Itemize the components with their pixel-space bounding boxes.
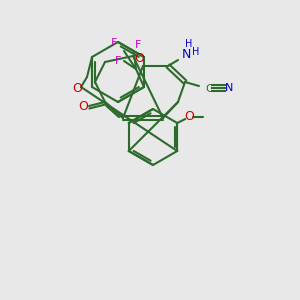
- Text: N: N: [181, 47, 191, 61]
- Text: O: O: [134, 52, 144, 64]
- Text: O: O: [78, 100, 88, 112]
- Text: F: F: [115, 56, 121, 66]
- Text: F: F: [111, 38, 117, 48]
- Text: O: O: [72, 82, 82, 95]
- Text: C: C: [205, 84, 213, 94]
- Text: F: F: [135, 40, 141, 50]
- Text: N: N: [225, 83, 233, 93]
- Text: O: O: [184, 110, 194, 124]
- Text: H: H: [185, 39, 193, 49]
- Text: H: H: [192, 47, 200, 57]
